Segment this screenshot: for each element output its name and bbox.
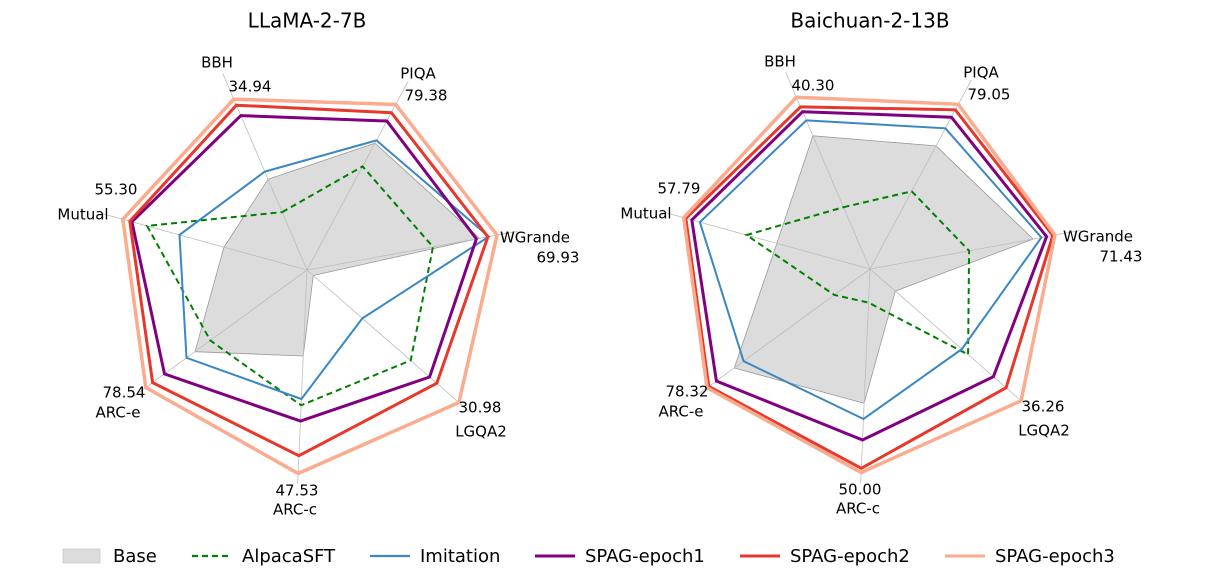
series-imitation (698, 119, 1043, 421)
series-alpacasft (145, 165, 435, 407)
legend-item-spag-epoch1: SPAG-epoch1 (535, 546, 705, 567)
axis-label: ARC-e (95, 404, 140, 422)
grid-spoke-ARC-c (860, 268, 871, 484)
axis-label: PIQA (963, 64, 999, 82)
axis-label: LGQA2 (455, 423, 507, 441)
axis-max-label: 71.43 (1100, 248, 1143, 266)
axis-max-label: 30.98 (459, 399, 502, 417)
axis-label: BBH (764, 53, 796, 71)
grid-spoke-PIQA (869, 80, 972, 270)
axis-max-label: 78.54 (103, 384, 146, 402)
series-base (194, 142, 481, 357)
grid-spoke-LGQA2 (306, 269, 469, 412)
series-spag-epoch2 (684, 105, 1055, 471)
axis-label: WGrande (500, 229, 570, 247)
chart-title: LLaMA-2-7B (248, 9, 367, 33)
chart-title: Baichuan-2-13B (790, 9, 949, 33)
legend: Base AlpacaSFT Imitation SPAG-epoch1 SPAG-ep… (62, 546, 1115, 567)
legend-item-spag-epoch3: SPAG-epoch3 (945, 546, 1115, 567)
grid-spoke-WGrande (306, 230, 518, 271)
axis-max-label: 69.93 (537, 249, 580, 267)
grid-spoke-LGQA2 (869, 268, 1032, 411)
series-spag-epoch1 (690, 110, 1049, 442)
axis-label: BBH (201, 54, 233, 72)
axis-max-label: 36.26 (1022, 398, 1065, 416)
legend-item-spag-epoch2: SPAG-epoch2 (740, 546, 910, 567)
grid-spoke-Mutual (663, 211, 871, 270)
axis-max-label: 40.30 (792, 77, 835, 95)
axis-label: ARC-c (836, 500, 880, 518)
series-base (733, 135, 1034, 404)
legend-label: Base (113, 546, 157, 567)
axis-max-label: 79.38 (405, 87, 448, 105)
axis-label: LGQA2 (1018, 422, 1070, 440)
grid-spoke-ARC-e (696, 268, 871, 396)
series-alpacasft (744, 190, 971, 357)
axis-label: Mutual (57, 206, 108, 224)
axis-label: ARC-e (658, 403, 703, 421)
axis-max-label: 57.79 (658, 180, 701, 198)
legend-label: SPAG-epoch2 (790, 546, 910, 567)
grid-spoke-BBH (785, 71, 871, 270)
grid-spoke-ARC-c (297, 269, 308, 485)
axis-label: WGrande (1063, 228, 1133, 246)
series-spag-epoch3 (681, 95, 1057, 475)
axis-label: PIQA (400, 65, 436, 83)
axis-label: Mutual (620, 205, 671, 223)
legend-item-imitation: Imitation (370, 546, 500, 567)
grid-spoke-Mutual (100, 212, 308, 271)
radar-chart-1: LLaMA-2-7B BBH 34.94 PIQA 79.38 WGrande 69.93 L… (57, 9, 579, 519)
legend-label: AlpacaSFT (242, 546, 336, 567)
axis-max-label: 47.53 (276, 482, 319, 500)
axis-max-label: 55.30 (95, 181, 138, 199)
legend-item-base: Base (62, 546, 157, 567)
legend-item-alpacasft: AlpacaSFT (192, 546, 336, 567)
axis-max-label: 50.00 (839, 481, 882, 499)
axis-label: ARC-c (273, 501, 317, 519)
axis-max-label: 78.32 (666, 383, 709, 401)
legend-label: Imitation (420, 546, 500, 567)
series-spag-epoch1 (130, 114, 479, 423)
axis-max-label: 34.94 (229, 78, 272, 96)
axis-max-label: 79.05 (968, 86, 1011, 104)
series-spag-epoch3 (120, 97, 499, 476)
series-spag-epoch2 (128, 103, 490, 458)
legend-label: SPAG-epoch3 (995, 546, 1115, 567)
grid-spoke-ARC-e (133, 269, 308, 397)
radar-chart-2: Baichuan-2-13B BBH 40.30 PIQA 79.05 WGrande 71… (620, 9, 1142, 518)
series-imitation (178, 139, 491, 401)
legend-label: SPAG-epoch1 (585, 546, 705, 567)
legend-swatch (62, 548, 101, 564)
